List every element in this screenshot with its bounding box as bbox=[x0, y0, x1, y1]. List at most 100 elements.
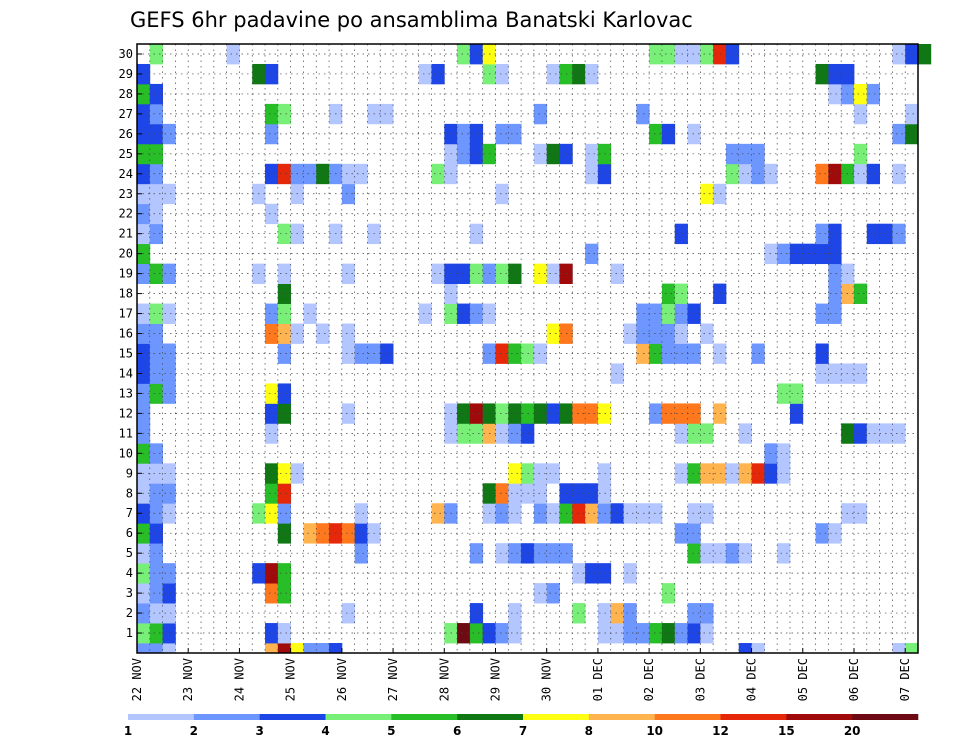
heatmap-cell bbox=[700, 463, 714, 484]
heatmap-cell bbox=[751, 163, 765, 185]
heatmap-cell bbox=[277, 263, 292, 285]
x-tick-label: 02 DEC bbox=[642, 658, 656, 701]
heatmap-cell bbox=[149, 483, 163, 504]
heatmap-cell bbox=[265, 203, 279, 225]
heatmap-cell bbox=[162, 363, 176, 384]
heatmap-cell bbox=[457, 303, 471, 324]
heatmap-cell bbox=[431, 163, 445, 185]
heatmap-cell bbox=[508, 263, 522, 285]
colorbar-label: 6 bbox=[453, 724, 461, 738]
heatmap-cell bbox=[149, 263, 163, 285]
heatmap-cell bbox=[789, 383, 804, 404]
heatmap-cell bbox=[700, 44, 714, 65]
heatmap-cell bbox=[661, 323, 676, 344]
y-tick-label: 22 bbox=[119, 207, 133, 221]
heatmap-cell bbox=[853, 103, 868, 125]
heatmap-cell bbox=[815, 63, 829, 85]
heatmap-cell bbox=[585, 563, 599, 584]
heatmap-cell bbox=[162, 343, 176, 364]
heatmap-cell bbox=[341, 523, 356, 544]
heatmap-cell bbox=[661, 283, 676, 304]
heatmap-cell bbox=[789, 243, 804, 265]
colorbar-legend: 1 2 3 4 5 6 7 8 10 12 15 20 bbox=[124, 714, 919, 738]
heatmap-cell bbox=[265, 563, 279, 584]
heatmap-cell bbox=[341, 323, 356, 344]
heatmap-cell bbox=[687, 303, 701, 324]
x-tick-label: 28 NOV bbox=[437, 658, 451, 701]
heatmap-cell bbox=[700, 503, 714, 524]
heatmap-cell bbox=[905, 643, 919, 654]
heatmap-cell bbox=[149, 583, 163, 604]
heatmap-cell bbox=[725, 44, 740, 65]
heatmap-cell bbox=[265, 63, 279, 85]
heatmap-cell bbox=[585, 503, 599, 524]
heatmap-cell bbox=[623, 323, 637, 344]
x-tick-label: 23 NOV bbox=[181, 658, 195, 701]
heatmap-cell bbox=[533, 543, 548, 564]
heatmap-cell bbox=[725, 163, 740, 185]
heatmap-cell bbox=[329, 643, 343, 654]
heatmap-cell bbox=[585, 163, 599, 185]
heatmap-cell bbox=[623, 623, 637, 644]
heatmap-cell bbox=[162, 123, 176, 145]
heatmap-cell bbox=[149, 563, 163, 584]
heatmap-cell bbox=[687, 463, 701, 484]
heatmap-cell bbox=[149, 103, 163, 125]
heatmap-cell bbox=[815, 163, 829, 185]
heatmap-cell bbox=[277, 583, 292, 604]
y-tick-label: 4 bbox=[126, 566, 133, 580]
heatmap-cell bbox=[738, 643, 752, 654]
heatmap-cell bbox=[277, 323, 292, 344]
colorbar-label: 2 bbox=[190, 724, 198, 738]
heatmap-cell bbox=[546, 403, 560, 424]
heatmap-cell bbox=[649, 343, 663, 364]
heatmap-cell bbox=[457, 263, 471, 285]
colorbar-label: 4 bbox=[321, 724, 329, 738]
heatmap-cell bbox=[853, 283, 868, 304]
heatmap-cell bbox=[700, 623, 714, 644]
heatmap-cell bbox=[149, 143, 163, 165]
heatmap-cell bbox=[828, 303, 842, 324]
heatmap-cell bbox=[469, 603, 484, 624]
x-tick-label: 29 NOV bbox=[489, 658, 503, 701]
heatmap-cell bbox=[687, 523, 701, 544]
heatmap-cell bbox=[354, 543, 368, 564]
heatmap-cell bbox=[713, 403, 727, 424]
heatmap-cell bbox=[495, 543, 509, 564]
heatmap-cell bbox=[316, 163, 330, 185]
heatmap-cell bbox=[636, 323, 650, 344]
heatmap-cell bbox=[572, 483, 586, 504]
heatmap-cell bbox=[905, 103, 919, 125]
heatmap-cell bbox=[853, 423, 868, 444]
heatmap-cell bbox=[585, 143, 599, 165]
heatmap-cell bbox=[495, 403, 509, 424]
heatmap-cell bbox=[585, 483, 599, 504]
heatmap-cell bbox=[828, 163, 842, 185]
heatmap-cell bbox=[508, 403, 522, 424]
heatmap-cell bbox=[828, 283, 842, 304]
heatmap-cell bbox=[918, 44, 932, 65]
heatmap-cell bbox=[572, 63, 586, 85]
heatmap-cell bbox=[738, 463, 752, 484]
heatmap-cell bbox=[162, 483, 176, 504]
x-tick-label: 06 DEC bbox=[847, 658, 861, 701]
heatmap-cell bbox=[277, 523, 292, 544]
heatmap-cell bbox=[341, 163, 356, 185]
heatmap-cell bbox=[687, 403, 701, 424]
heatmap-cell bbox=[418, 63, 432, 85]
heatmap-cell bbox=[341, 263, 356, 285]
heatmap-cell bbox=[149, 363, 163, 384]
heatmap-cell bbox=[674, 223, 688, 245]
heatmap-cell bbox=[469, 223, 484, 245]
heatmap-cell bbox=[610, 263, 624, 285]
heatmap-cell bbox=[290, 643, 304, 654]
x-tick-label: 25 NOV bbox=[284, 658, 298, 701]
heatmap-cell bbox=[674, 423, 688, 444]
y-tick-label: 10 bbox=[119, 446, 133, 460]
heatmap-cell bbox=[149, 83, 163, 105]
heatmap-cell bbox=[546, 503, 560, 524]
heatmap-cell bbox=[149, 543, 163, 564]
heatmap-cell bbox=[636, 503, 650, 524]
heatmap-cell bbox=[713, 543, 727, 564]
